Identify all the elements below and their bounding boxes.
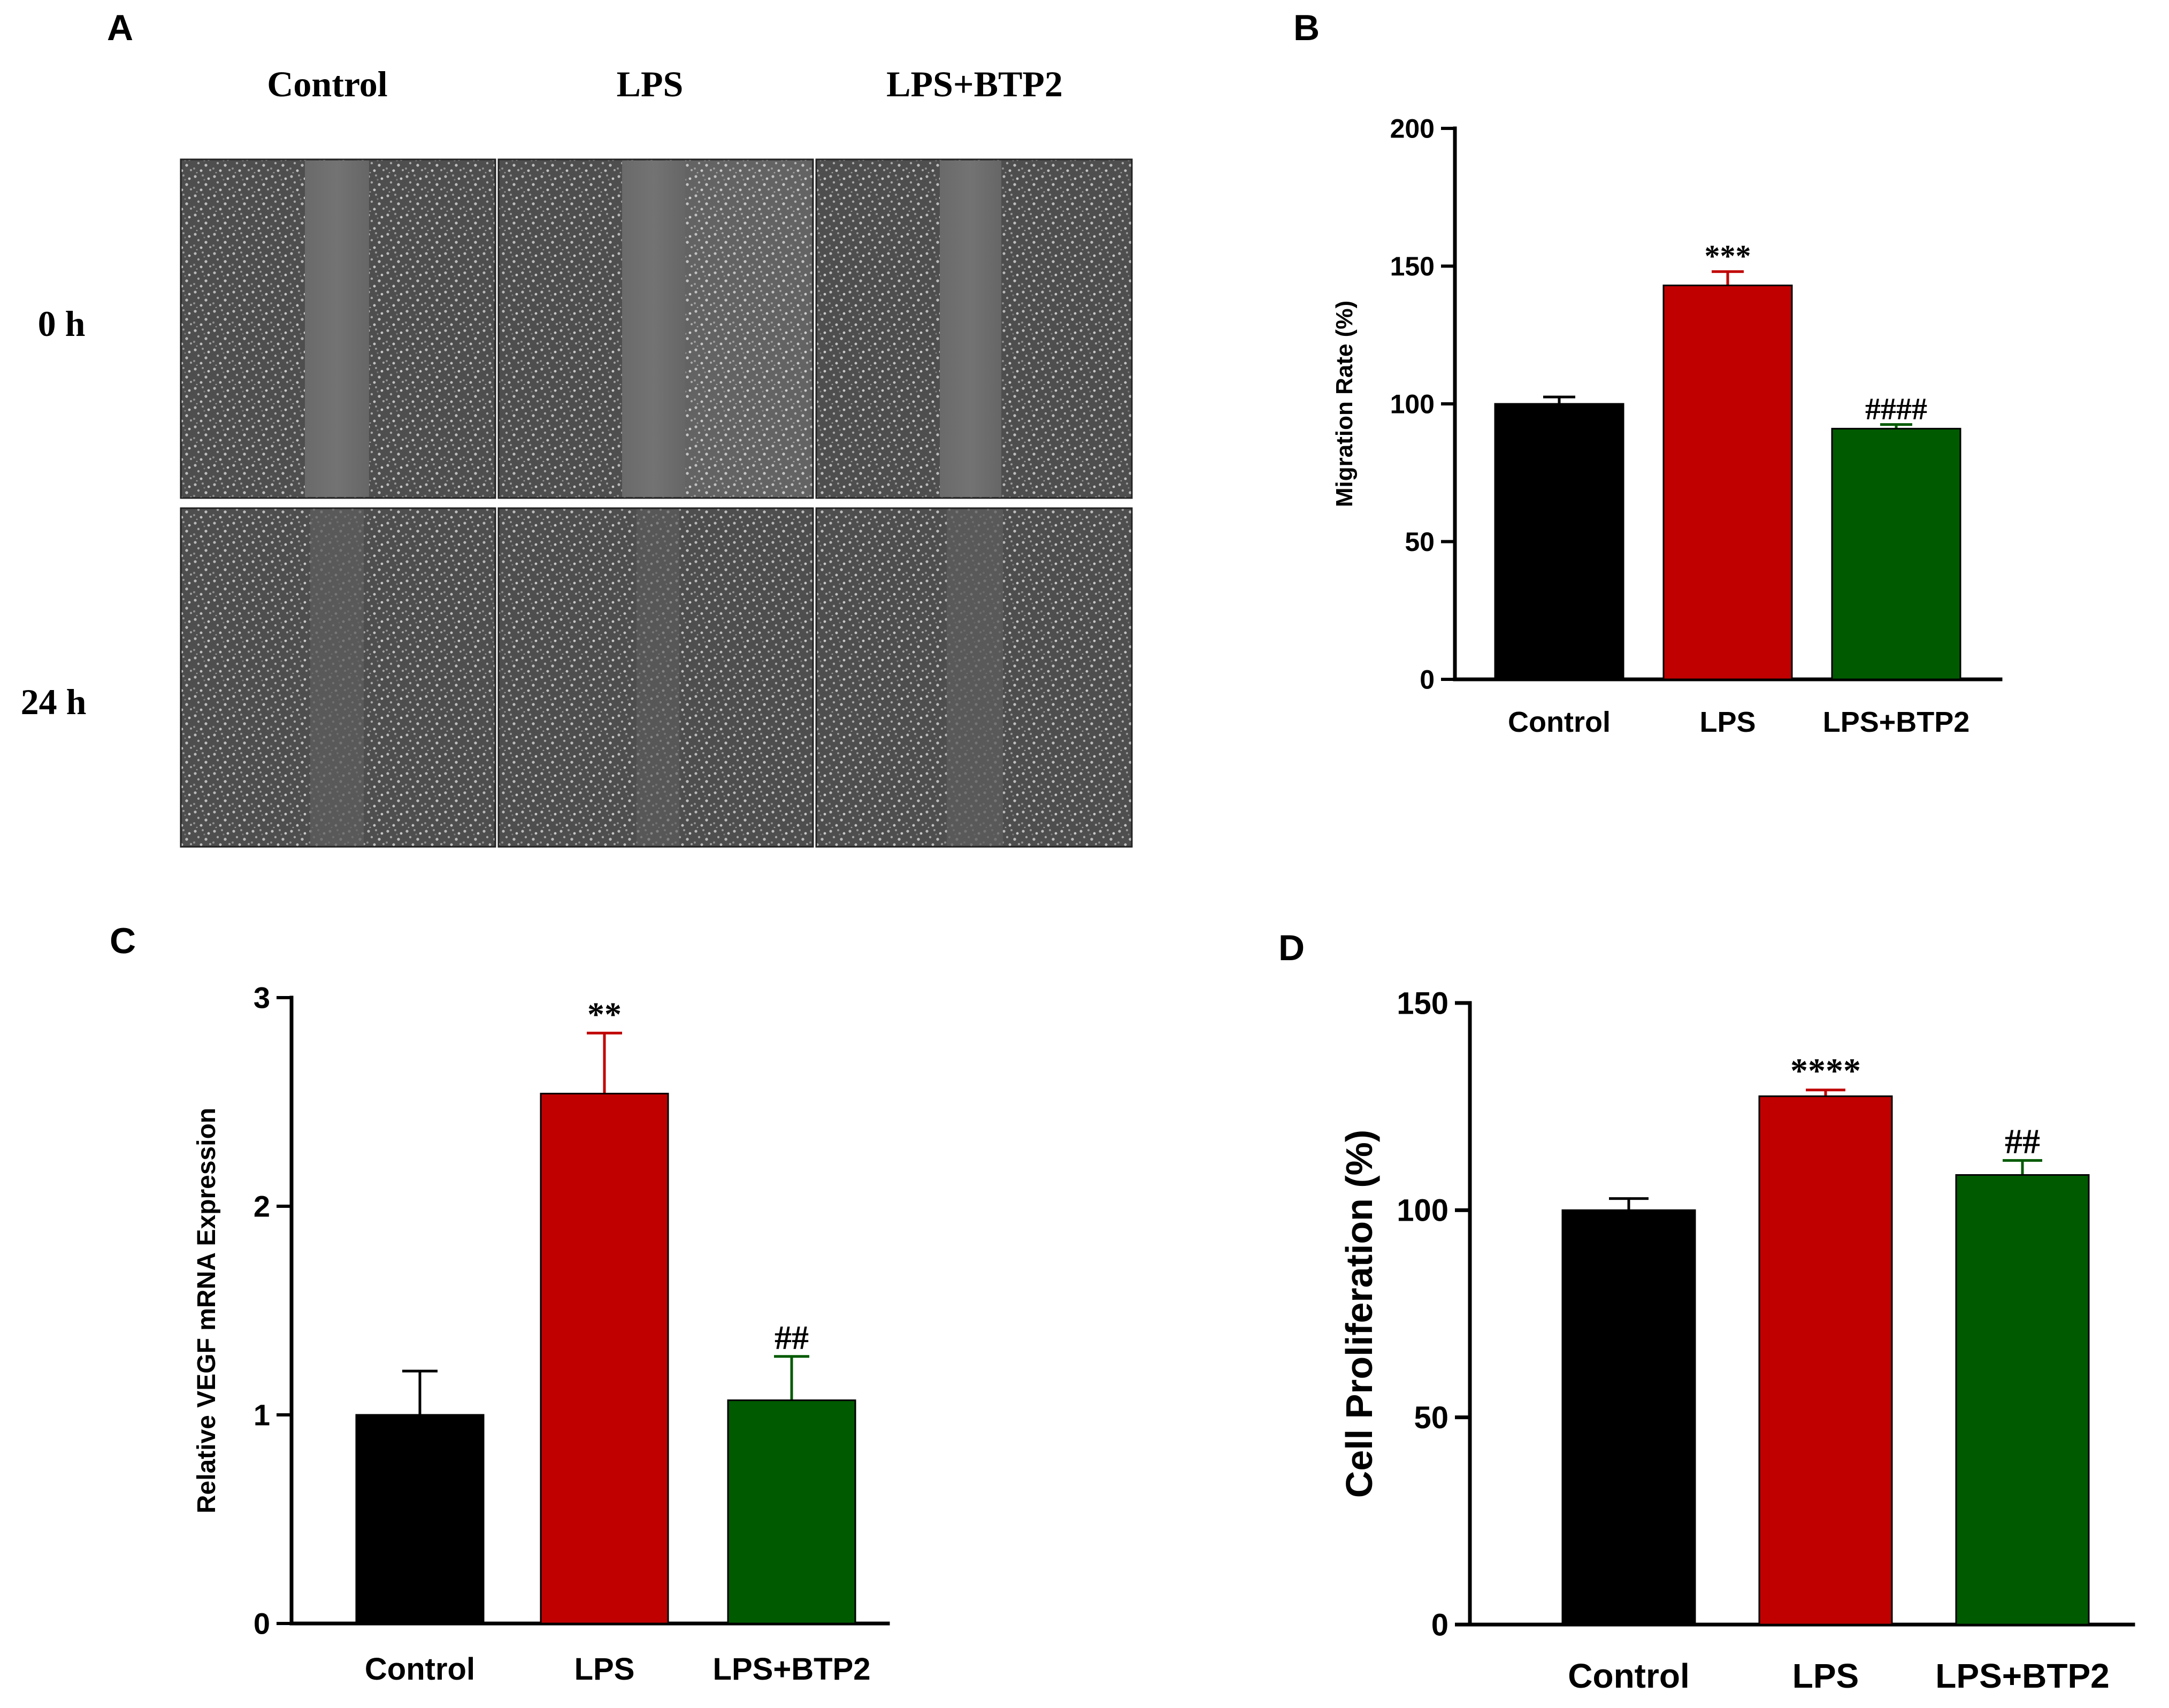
panel-c-ytick-label: 1 [254, 1398, 270, 1432]
column-label-lps: LPS [617, 64, 684, 104]
column-label-lps-btp2: LPS+BTP2 [886, 64, 1063, 104]
panel-b-y-axis-title: Migration Rate (%) [1331, 301, 1358, 507]
panel-d-significance-lps-btp2: ## [2005, 1122, 2040, 1161]
panel-c-significance-lps-btp2: ## [775, 1319, 809, 1357]
panel-b-bar-lps [1662, 285, 1793, 680]
panel-c-category-label-lps-btp2: LPS+BTP2 [713, 1652, 871, 1687]
panel-b-category-label-lps: LPS [1699, 706, 1756, 738]
chart-panel-d: D 0 50 100 150 Cell Proliferation (%) Control… [1278, 928, 2135, 1695]
column-label-control: Control [267, 64, 387, 104]
chart-panel-c: C 0 1 2 3 Relative VEGF mRNA Expression Contr… [110, 921, 890, 1687]
panel-c-significance-lps: ** [587, 995, 622, 1033]
panel-d-category-label-lps-btp2: LPS+BTP2 [1935, 1657, 2109, 1695]
panel-b-bar-control [1494, 403, 1624, 680]
panel-b-category-label-lps-btp2: LPS+BTP2 [1823, 706, 1970, 738]
panel-c-category-label-control: Control [365, 1652, 475, 1687]
panel-a: A Control LPS LPS+BTP2 0 h 24 h [21, 7, 1133, 848]
panel-d-category-label-control: Control [1568, 1657, 1690, 1695]
row-label-0h: 0 h [38, 303, 86, 344]
panel-b-ytick-label: 100 [1390, 389, 1435, 419]
panel-c-bar-lps-btp2 [727, 1399, 856, 1625]
panel-b-ytick-label: 0 [1420, 665, 1435, 695]
panel-d-bar-control [1561, 1209, 1696, 1626]
micrograph-control-24h [180, 507, 496, 848]
panel-c-bar-control [355, 1414, 485, 1625]
micrograph-lps-btp2-0h [815, 158, 1133, 499]
panel-b-letter: B [1293, 7, 1320, 48]
panel-b-category-label-control: Control [1508, 706, 1611, 738]
micrograph-lps-24h [497, 507, 814, 848]
panel-b-significance-lps-btp2: #### [1865, 392, 1927, 426]
panel-c-ytick-label: 3 [254, 981, 270, 1015]
panel-a-letter: A [107, 7, 133, 48]
panel-c-ytick-label: 0 [254, 1607, 270, 1641]
panel-c-ytick-label: 2 [254, 1190, 270, 1223]
panel-d-ytick-label: 100 [1397, 1193, 1448, 1228]
panel-d-bar-lps-btp2 [1955, 1174, 2090, 1626]
panel-c-bar-lps [540, 1092, 669, 1625]
panel-d-category-label-lps: LPS [1792, 1657, 1859, 1695]
row-label-24h: 24 h [21, 681, 87, 722]
panel-d-letter: D [1278, 928, 1305, 968]
panel-d-ytick-label: 150 [1397, 986, 1448, 1021]
panel-b-ytick-label: 200 [1390, 114, 1435, 144]
panel-d-y-axis-title: Cell Proliferation (%) [1338, 1130, 1380, 1498]
panel-c-letter: C [110, 921, 136, 961]
panel-d-bar-lps [1758, 1095, 1893, 1626]
micrograph-lps-0h [497, 158, 814, 499]
panel-d-ytick-label: 0 [1431, 1607, 1448, 1642]
panel-b-ytick-label: 150 [1390, 251, 1435, 281]
micrograph-control-0h [180, 158, 496, 499]
panel-b-bar-lps-btp2 [1831, 427, 1961, 680]
panel-b-significance-lps: *** [1705, 239, 1751, 273]
micrograph-lps-btp2-24h [815, 507, 1133, 848]
panel-b-ytick-label: 50 [1405, 527, 1435, 557]
chart-panel-b: B 0 50 100 150 200 Migration Rate (%) Control *… [1293, 7, 2003, 738]
panel-d-ytick-label: 50 [1414, 1400, 1448, 1435]
panel-c-category-label-lps: LPS [574, 1652, 635, 1687]
panel-d-significance-lps: **** [1790, 1052, 1861, 1091]
panel-c-y-axis-title: Relative VEGF mRNA Expression [193, 1108, 221, 1513]
